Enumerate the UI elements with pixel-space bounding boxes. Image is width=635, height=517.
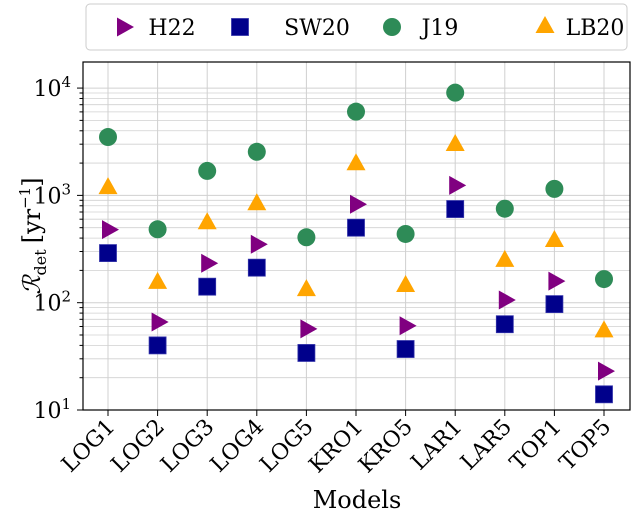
point-h22: [250, 234, 268, 254]
legend-label: LB20: [566, 16, 625, 41]
y-tick-label: 104: [33, 73, 71, 102]
point-h22: [449, 175, 467, 195]
point-j19: [495, 199, 514, 218]
point-lb20: [296, 279, 316, 297]
point-j19: [198, 161, 217, 180]
legend-label: J19: [420, 16, 459, 41]
point-sw20: [446, 200, 465, 218]
point-j19: [297, 228, 316, 247]
x-axis: LOG1LOG2LOG3LOG4LOG5KRO1KRO5LAR1LAR5TOP1…: [57, 410, 616, 478]
point-sw20: [148, 336, 167, 355]
point-sw20: [347, 218, 365, 237]
legend-label: SW20: [284, 16, 350, 41]
point-lb20: [495, 249, 515, 267]
x-tick-label: TOP5: [555, 415, 616, 476]
point-lb20: [445, 133, 465, 151]
point-j19: [396, 224, 415, 243]
y-axis-label: ℛdet[yr−1]: [16, 177, 50, 294]
x-tick-label: KRO1: [305, 415, 369, 479]
x-tick-label: LAR1: [407, 415, 468, 476]
point-sw20: [396, 340, 415, 358]
point-j19: [545, 179, 564, 198]
y-tick-label: 101: [33, 395, 71, 424]
point-lb20: [346, 153, 366, 171]
point-h22: [102, 220, 119, 240]
x-tick-label: LOG5: [256, 415, 319, 478]
point-j19: [99, 128, 117, 147]
point-h22: [598, 361, 615, 381]
legend-marker-lb20: [535, 16, 555, 33]
point-h22: [300, 319, 318, 339]
point-lb20: [148, 271, 168, 289]
x-tick-label: TOP1: [505, 415, 566, 476]
point-lb20: [594, 320, 614, 338]
point-j19: [446, 83, 465, 102]
point-sw20: [545, 295, 564, 314]
point-j19: [595, 270, 613, 289]
x-axis-label: Models: [313, 486, 402, 514]
y-tick-label: 102: [33, 288, 71, 317]
legend: H22 SW20 J19 LB20: [85, 3, 628, 51]
point-j19: [148, 220, 167, 239]
point-sw20: [247, 258, 266, 277]
x-tick-label: KRO5: [354, 415, 418, 479]
legend-label: H22: [148, 16, 195, 41]
x-tick-label: LOG2: [107, 415, 170, 478]
point-h22: [548, 271, 566, 291]
legend-marker-j19: [383, 18, 401, 36]
point-h22: [201, 253, 219, 273]
point-sw20: [495, 315, 514, 334]
point-j19: [347, 102, 365, 121]
x-tick-label: LOG4: [206, 415, 269, 478]
point-j19: [247, 142, 266, 161]
x-tick-label: LOG3: [156, 415, 219, 478]
point-sw20: [297, 344, 316, 362]
y-axis: 101 102 103 104: [33, 73, 83, 424]
point-sw20: [595, 385, 613, 404]
point-lb20: [197, 212, 217, 230]
point-sw20: [198, 277, 217, 296]
point-lb20: [247, 193, 267, 211]
point-lb20: [98, 177, 118, 195]
legend-marker-h22: [117, 17, 134, 37]
x-tick-label: LOG1: [57, 415, 120, 478]
point-h22: [151, 312, 169, 332]
point-sw20: [99, 244, 117, 262]
data-marks: [98, 83, 615, 404]
y-tick-label: 103: [33, 180, 71, 209]
x-tick-label: LAR5: [456, 415, 517, 476]
point-h22: [399, 316, 417, 336]
point-h22: [350, 194, 367, 214]
point-lb20: [396, 275, 416, 293]
legend-marker-sw20: [231, 18, 249, 36]
point-lb20: [544, 229, 564, 247]
point-h22: [498, 290, 516, 310]
